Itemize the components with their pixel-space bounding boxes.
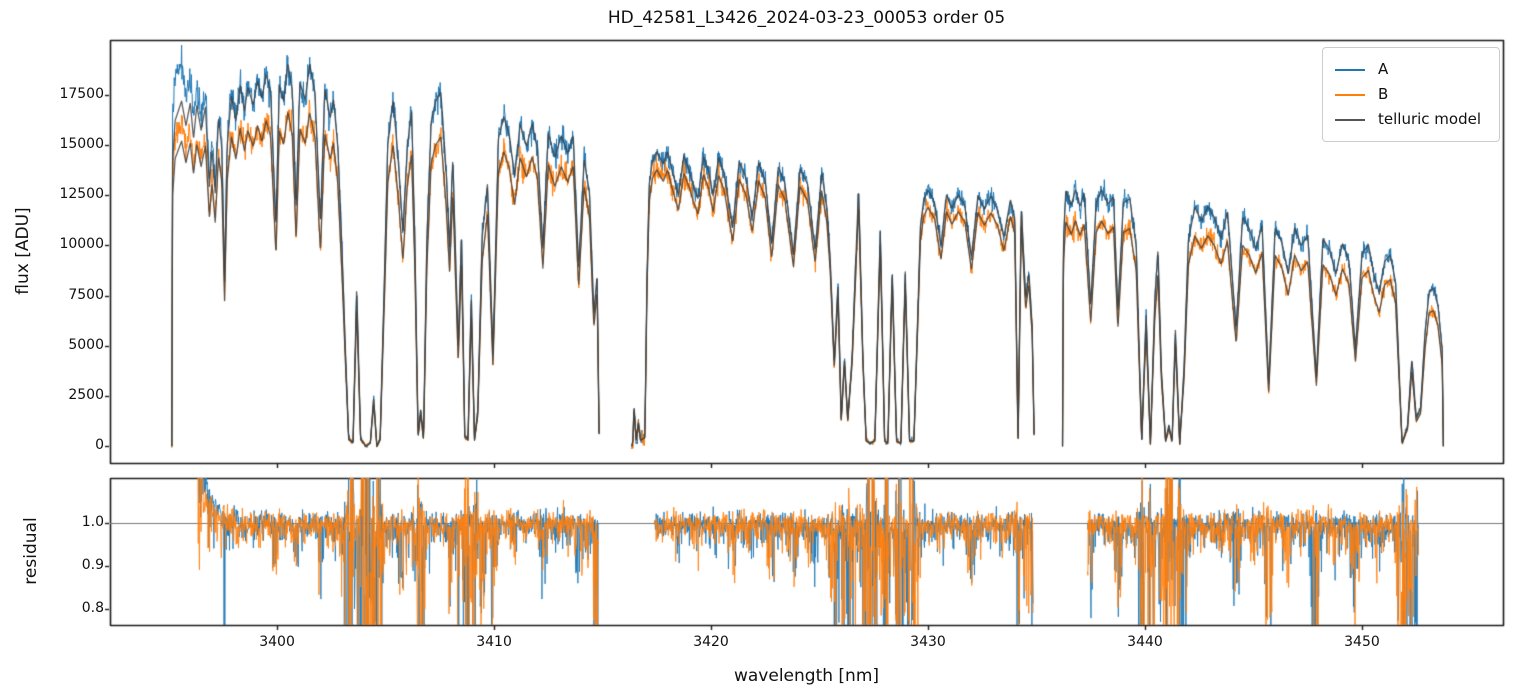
- plot-title: HD_42581_L3426_2024-03-23_00053 order 05: [607, 8, 1006, 28]
- y-tick-label: 7500: [68, 286, 104, 303]
- y-tick-label: 12500: [59, 186, 104, 203]
- x-tick-label: 3450: [1344, 634, 1380, 650]
- x-tick-label: 3440: [1127, 634, 1163, 650]
- y-tick-label: 0: [95, 437, 104, 454]
- x-tick-label: 3430: [910, 634, 946, 650]
- x-tick-label: 3420: [693, 634, 729, 650]
- y-tick-label: 17500: [59, 85, 104, 102]
- legend-item-telluric-model: telluric model: [1335, 107, 1487, 132]
- legend-item-b: B: [1335, 82, 1487, 107]
- legend: A B telluric model: [1322, 47, 1500, 142]
- x-tick-label: 3410: [476, 634, 512, 650]
- series-b-line-swatch: [1335, 93, 1365, 96]
- legend-label-telluric-model: telluric model: [1378, 110, 1482, 128]
- y-tick-label: 10000: [59, 236, 104, 253]
- y-tick-label: 5000: [68, 336, 104, 353]
- y-tick-label: 15000: [59, 136, 104, 153]
- series-a-line-swatch: [1335, 68, 1365, 71]
- y-tick-label: 2500: [68, 387, 104, 404]
- x-axis-label: wavelength [nm]: [733, 666, 880, 686]
- telluric-model-line-swatch: [1335, 118, 1365, 121]
- legend-item-a: A: [1335, 57, 1487, 82]
- y-tick-label: 0.8: [81, 600, 104, 617]
- legend-label-a: A: [1378, 60, 1389, 78]
- y-tick-label: 1.0: [81, 513, 104, 530]
- legend-label-b: B: [1378, 85, 1389, 103]
- y-tick-label: 0.9: [81, 557, 104, 574]
- x-tick-label: 3400: [259, 634, 295, 650]
